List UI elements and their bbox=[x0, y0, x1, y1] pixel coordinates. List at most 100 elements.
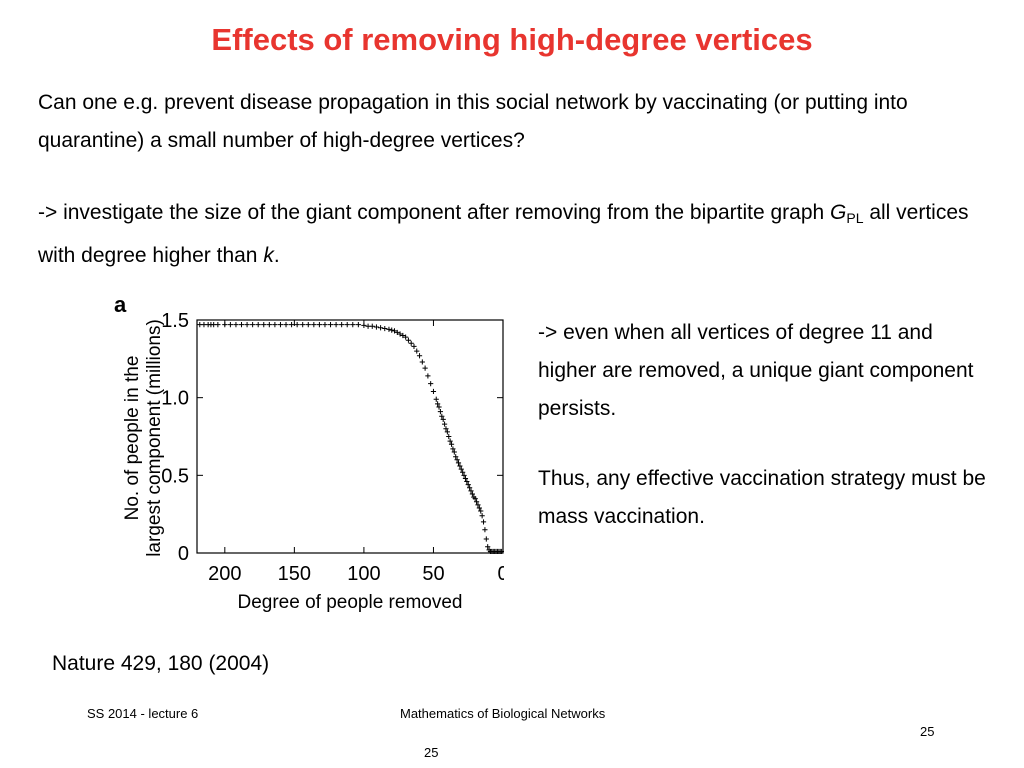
data-point bbox=[414, 348, 420, 354]
data-point bbox=[455, 460, 462, 466]
data-point bbox=[222, 322, 228, 328]
data-point bbox=[344, 322, 350, 328]
data-point bbox=[419, 359, 425, 365]
data-point bbox=[451, 449, 457, 455]
data-point bbox=[397, 331, 403, 337]
data-point bbox=[448, 441, 455, 447]
data-point bbox=[378, 325, 384, 331]
data-point bbox=[394, 329, 400, 336]
data-point bbox=[428, 381, 434, 387]
plot-frame bbox=[196, 319, 504, 554]
data-point bbox=[339, 322, 345, 328]
data-point bbox=[373, 324, 380, 330]
data-point bbox=[453, 454, 459, 460]
data-point bbox=[355, 322, 361, 328]
investigate-text-end: . bbox=[273, 244, 280, 267]
x-axis-ticks: 200 150 100 50 0 bbox=[208, 320, 504, 585]
x-tick-label: 150 bbox=[278, 563, 311, 585]
data-point bbox=[461, 472, 467, 478]
data-point bbox=[361, 322, 367, 329]
y-axis-ticks: 0 0.5 1.0 1.5 bbox=[161, 310, 503, 565]
data-point bbox=[350, 322, 356, 328]
data-point bbox=[476, 505, 482, 511]
page-number-bottom: 25 bbox=[424, 745, 439, 760]
data-point bbox=[462, 475, 469, 482]
data-point bbox=[250, 322, 256, 328]
data-point bbox=[408, 340, 414, 346]
y-tick-label: 0.5 bbox=[161, 465, 189, 487]
y-tick-label: 0 bbox=[178, 543, 189, 565]
data-point bbox=[261, 322, 267, 328]
data-point bbox=[266, 322, 272, 328]
data-point bbox=[454, 457, 460, 463]
page-number: 25 bbox=[920, 724, 935, 739]
data-point bbox=[300, 322, 306, 328]
data-point bbox=[479, 513, 485, 519]
data-point bbox=[482, 527, 488, 533]
data-point bbox=[433, 396, 439, 402]
data-point bbox=[443, 426, 449, 432]
data-point bbox=[475, 502, 481, 508]
data-point bbox=[435, 401, 441, 407]
data-point bbox=[446, 433, 452, 440]
data-point bbox=[458, 466, 464, 472]
y-tick-label: 1.0 bbox=[161, 388, 189, 410]
data-point bbox=[288, 322, 295, 328]
data-point bbox=[441, 421, 448, 427]
data-point bbox=[439, 413, 445, 419]
data-point bbox=[244, 322, 250, 328]
data-point bbox=[436, 404, 442, 410]
observation-text: -> even when all vertices of degree 11 a… bbox=[538, 321, 974, 420]
data-point bbox=[478, 508, 484, 514]
y-tick-label: 1.5 bbox=[161, 310, 189, 332]
data-point bbox=[437, 409, 444, 415]
data-point bbox=[233, 322, 239, 328]
data-point bbox=[469, 491, 475, 497]
data-point bbox=[464, 478, 470, 485]
k-symbol: k bbox=[263, 244, 274, 267]
citation: Nature 429, 180 (2004) bbox=[52, 652, 270, 675]
data-point bbox=[430, 388, 437, 395]
data-point bbox=[386, 326, 392, 332]
x-tick-label: 100 bbox=[347, 563, 380, 585]
data-point bbox=[457, 463, 463, 469]
data-point bbox=[467, 485, 473, 491]
data-point bbox=[444, 429, 450, 435]
data-point bbox=[483, 536, 489, 542]
data-point bbox=[480, 519, 487, 525]
investigate-text-start: -> investigate the size of the giant com… bbox=[38, 201, 831, 224]
data-point bbox=[400, 332, 406, 339]
data-point bbox=[473, 499, 480, 505]
data-point bbox=[283, 322, 289, 328]
data-point bbox=[382, 325, 388, 332]
data-point bbox=[333, 322, 339, 328]
data-point bbox=[255, 322, 261, 328]
giant-component-chart: a No. of people in the largest component… bbox=[114, 292, 504, 613]
x-tick-label: 200 bbox=[208, 563, 241, 585]
y-axis-label-line2: largest component (millions) bbox=[144, 319, 165, 557]
y-axis-label-line1: No. of people in the bbox=[122, 356, 143, 521]
data-point bbox=[468, 488, 474, 494]
investigate-text-mid: all vertices with degree higher than bbox=[38, 201, 969, 267]
data-point bbox=[227, 322, 233, 328]
data-point bbox=[316, 322, 322, 328]
data-point bbox=[294, 322, 300, 328]
data-point bbox=[485, 544, 491, 550]
question-paragraph: Can one e.g. prevent disease propagation… bbox=[38, 91, 908, 152]
data-point bbox=[277, 322, 284, 328]
data-point bbox=[465, 482, 471, 488]
footer-course: Mathematics of Biological Networks bbox=[400, 706, 606, 721]
data-point bbox=[447, 438, 453, 444]
data-point bbox=[272, 322, 278, 328]
data-point bbox=[391, 328, 398, 334]
x-tick-label: 0 bbox=[497, 563, 504, 585]
graph-subscript: PL bbox=[846, 210, 864, 226]
graph-symbol: G bbox=[830, 201, 847, 224]
data-point bbox=[416, 353, 423, 359]
data-point bbox=[450, 446, 456, 452]
data-point bbox=[472, 496, 478, 502]
data-point bbox=[403, 334, 409, 340]
investigate-paragraph: -> investigate the size of the giant com… bbox=[38, 194, 988, 275]
data-point bbox=[499, 548, 504, 555]
data-point bbox=[440, 416, 446, 423]
